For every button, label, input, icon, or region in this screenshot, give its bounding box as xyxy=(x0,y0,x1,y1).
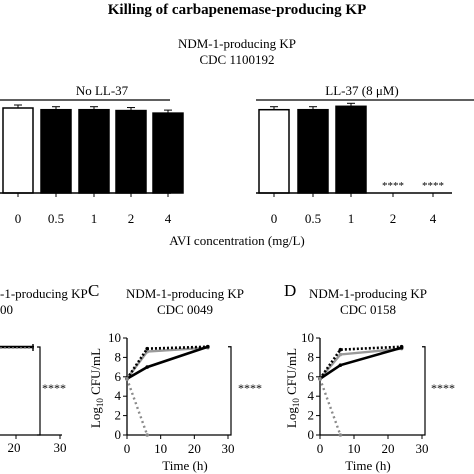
y-tick-label: 4 xyxy=(115,388,122,403)
data-point xyxy=(145,433,149,437)
bar xyxy=(40,108,72,194)
series-line xyxy=(318,345,402,380)
x-tick-label: 30 xyxy=(222,441,235,456)
bar xyxy=(2,107,34,194)
data-point xyxy=(145,346,149,351)
x-tick-label: 20 xyxy=(188,441,201,456)
top-chart-title: NDM-1-producing KP xyxy=(178,36,296,51)
series-line xyxy=(125,378,149,436)
x-tick-label: 1 xyxy=(91,211,98,226)
panel-b-x-tick-label: 20 xyxy=(8,440,21,455)
panel-d-subtitle: CDC 0158 xyxy=(340,302,396,317)
bar-significance-label: **** xyxy=(422,180,444,192)
significance-bracket xyxy=(422,346,426,436)
y-tick-label: 4 xyxy=(308,388,315,403)
x-tick-label: 4 xyxy=(430,211,437,226)
data-point xyxy=(338,363,343,367)
y-tick-label: 6 xyxy=(308,369,315,384)
group-label-no-ll37: No LL-37 xyxy=(76,83,129,98)
panel-b-title: -1-producing KP xyxy=(0,286,88,301)
group-label-ll37: LL-37 (8 μM) xyxy=(325,83,398,98)
panel-d-x-axis-title: Time (h) xyxy=(345,458,390,473)
bar xyxy=(115,109,147,194)
panel-c-x-axis-title: Time (h) xyxy=(162,458,207,473)
panel-c-title: NDM-1-producing KP xyxy=(126,286,244,301)
bar-significance-label: **** xyxy=(382,180,404,192)
panel-b-subtitle: 00 xyxy=(0,302,13,317)
series-line xyxy=(126,346,208,380)
y-tick-label: 0 xyxy=(115,427,122,442)
x-tick-label: 0.5 xyxy=(48,211,64,226)
y-tick-label: 2 xyxy=(308,408,315,423)
top-bar-chart: NDM-1-producing KP CDC 1100192 No LL-37 … xyxy=(0,36,474,248)
panel-c: C NDM-1-producing KP CDC 0049 0 2 4 6 8 10 0 10… xyxy=(88,281,262,473)
top-chart-subtitle: CDC 1100192 xyxy=(200,52,275,67)
y-tick-label: 0 xyxy=(308,427,315,442)
bars-layer: 0 0.5 1 2 4 0 0.5 1 **** 2 **** 4 xyxy=(0,102,452,226)
panel-d-letter: D xyxy=(284,281,296,300)
panel-c-significance: **** xyxy=(238,381,262,395)
data-point xyxy=(338,347,343,352)
data-point xyxy=(399,345,404,350)
bar xyxy=(152,112,184,194)
x-tick-label: 2 xyxy=(128,211,135,226)
data-point xyxy=(338,433,343,437)
panel-d-y-axis-title: Log10 CFU/mL xyxy=(284,348,301,428)
x-tick-label: 0 xyxy=(271,211,278,226)
y-tick-label: 8 xyxy=(308,349,315,364)
bar xyxy=(297,108,329,194)
x-tick-label: 4 xyxy=(165,211,172,226)
y-tick-label: 2 xyxy=(115,408,122,423)
x-tick-label: 20 xyxy=(382,441,395,456)
x-tick-label: 0.5 xyxy=(305,211,321,226)
data-point xyxy=(145,365,149,369)
data-point xyxy=(125,376,129,381)
bar xyxy=(78,108,110,194)
panel-d-title: NDM-1-producing KP xyxy=(309,286,427,301)
bar xyxy=(335,105,367,194)
x-tick-label: 30 xyxy=(416,441,429,456)
panel-d-significance: **** xyxy=(431,381,455,395)
x-tick-label: 2 xyxy=(390,211,397,226)
x-tick-label: 10 xyxy=(348,441,361,456)
panel-b-x-tick-label: 30 xyxy=(54,440,67,455)
series-line xyxy=(318,378,342,436)
y-tick-label: 10 xyxy=(301,330,314,345)
y-tick-label: 8 xyxy=(115,349,122,364)
significance-bracket xyxy=(228,346,232,436)
panel-c-plot-area: 0 2 4 6 8 10 0 10 20 30 xyxy=(108,330,235,456)
bar xyxy=(258,108,290,194)
x-tick-label: 1 xyxy=(348,211,355,226)
panel-b: -1-producing KP 00 20 30 **** xyxy=(0,286,88,455)
y-tick-label: 10 xyxy=(108,330,121,345)
panel-c-letter: C xyxy=(88,281,99,300)
data-point xyxy=(318,376,322,381)
panel-d: D NDM-1-producing KP CDC 0158 0 2 4 6 8 10 0 10… xyxy=(284,281,455,473)
y-tick-label: 6 xyxy=(115,369,122,384)
x-tick-label: 10 xyxy=(154,441,167,456)
panel-b-significance: **** xyxy=(42,381,66,395)
panel-c-subtitle: CDC 0049 xyxy=(157,302,213,317)
data-point xyxy=(145,349,149,354)
x-tick-label: 0 xyxy=(124,441,131,456)
data-point xyxy=(338,352,343,357)
series-line xyxy=(319,347,402,380)
panel-c-y-axis-title: Log10 CFU/mL xyxy=(88,348,105,428)
data-point xyxy=(206,344,210,349)
x-tick-label: 0 xyxy=(317,441,324,456)
top-x-axis-title: AVI concentration (mg/L) xyxy=(169,233,305,248)
panel-d-plot-area: 0 2 4 6 8 10 0 10 20 30 xyxy=(301,330,429,456)
figure-main-title: Killing of carbapenemase-producing KP xyxy=(108,2,366,18)
x-tick-label: 0 xyxy=(15,211,22,226)
panel-b-significance-bracket xyxy=(37,346,41,436)
